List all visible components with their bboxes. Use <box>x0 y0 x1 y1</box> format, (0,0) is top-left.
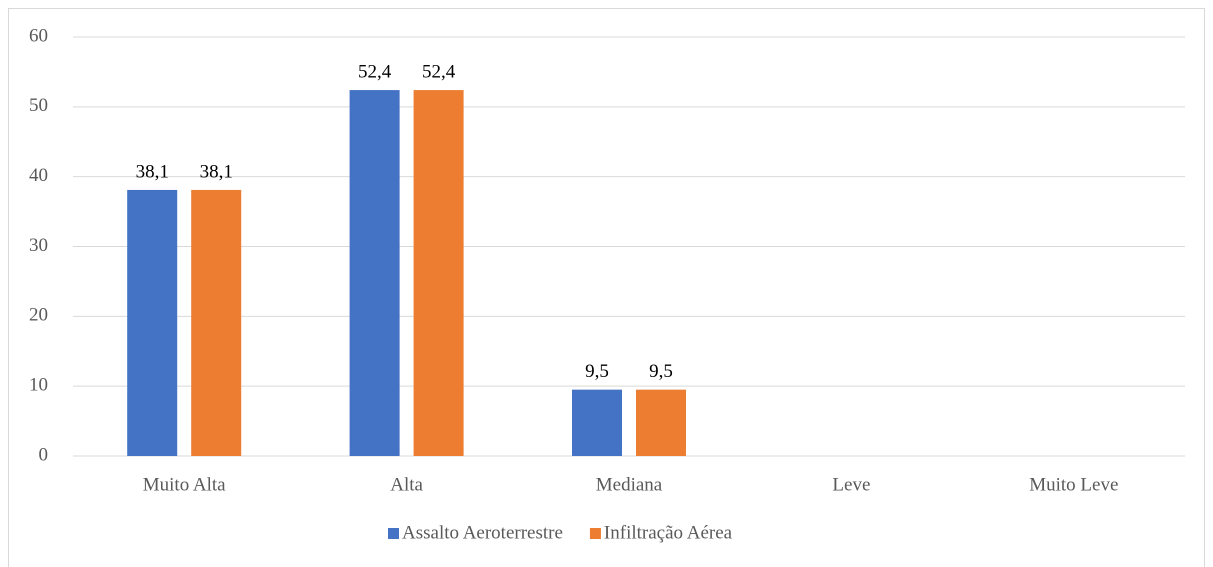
bar <box>127 189 178 456</box>
y-tick-label: 0 <box>39 444 49 465</box>
bar <box>349 90 400 456</box>
x-tick-label: Muito Leve <box>1029 474 1118 495</box>
x-tick-label: Alta <box>390 474 423 495</box>
y-tick-label: 20 <box>29 305 48 326</box>
y-tick-label: 10 <box>29 375 48 396</box>
data-label: 38,1 <box>136 161 169 182</box>
legend-swatch <box>589 528 601 539</box>
data-label: 38,1 <box>200 161 233 182</box>
data-label: 9,5 <box>585 361 609 382</box>
data-label: 52,4 <box>358 61 392 82</box>
y-tick-label: 50 <box>29 95 48 116</box>
bar <box>413 90 464 456</box>
legend-label: Assalto Aeroterrestre <box>402 522 563 543</box>
y-tick-label: 40 <box>29 165 48 186</box>
legend-label: Infiltração Aérea <box>604 522 733 543</box>
bar <box>572 389 622 456</box>
y-tick-label: 60 <box>29 25 48 46</box>
x-tick-label: Leve <box>832 474 870 495</box>
data-label: 9,5 <box>649 361 673 382</box>
chart-border <box>8 8 1205 567</box>
legend-swatch <box>388 528 399 539</box>
data-label: 52,4 <box>422 61 456 82</box>
bar <box>636 389 686 456</box>
x-tick-label: Mediana <box>596 474 663 495</box>
bar <box>191 189 242 456</box>
y-tick-label: 30 <box>29 235 48 256</box>
x-tick-label: Muito Alta <box>143 474 226 495</box>
